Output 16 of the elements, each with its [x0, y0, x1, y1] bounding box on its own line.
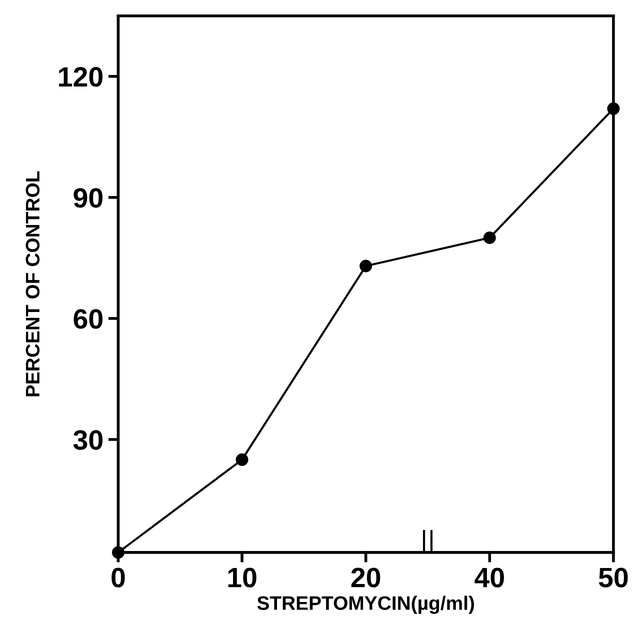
point: [112, 546, 124, 559]
y-axis-title: PERCENT OF CONTROL: [26, 171, 40, 396]
x-tick-label: 20: [351, 568, 380, 588]
point: [360, 260, 372, 272]
y-tick-label: 120: [59, 67, 102, 87]
point: [236, 453, 248, 466]
x-tick-label: 10: [228, 568, 256, 588]
x-tick-label: 40: [474, 568, 504, 588]
x-tick-label: 0: [112, 568, 125, 588]
x-tick-label: 50: [598, 568, 628, 588]
point: [483, 232, 496, 244]
y-tick-label: 90: [74, 188, 102, 208]
point: [607, 102, 620, 115]
y-tick-label: 30: [73, 430, 102, 450]
y-tick-label: 60: [74, 309, 102, 329]
x-axis-title: STREPTOMYCIN(µg/ml): [257, 596, 474, 614]
